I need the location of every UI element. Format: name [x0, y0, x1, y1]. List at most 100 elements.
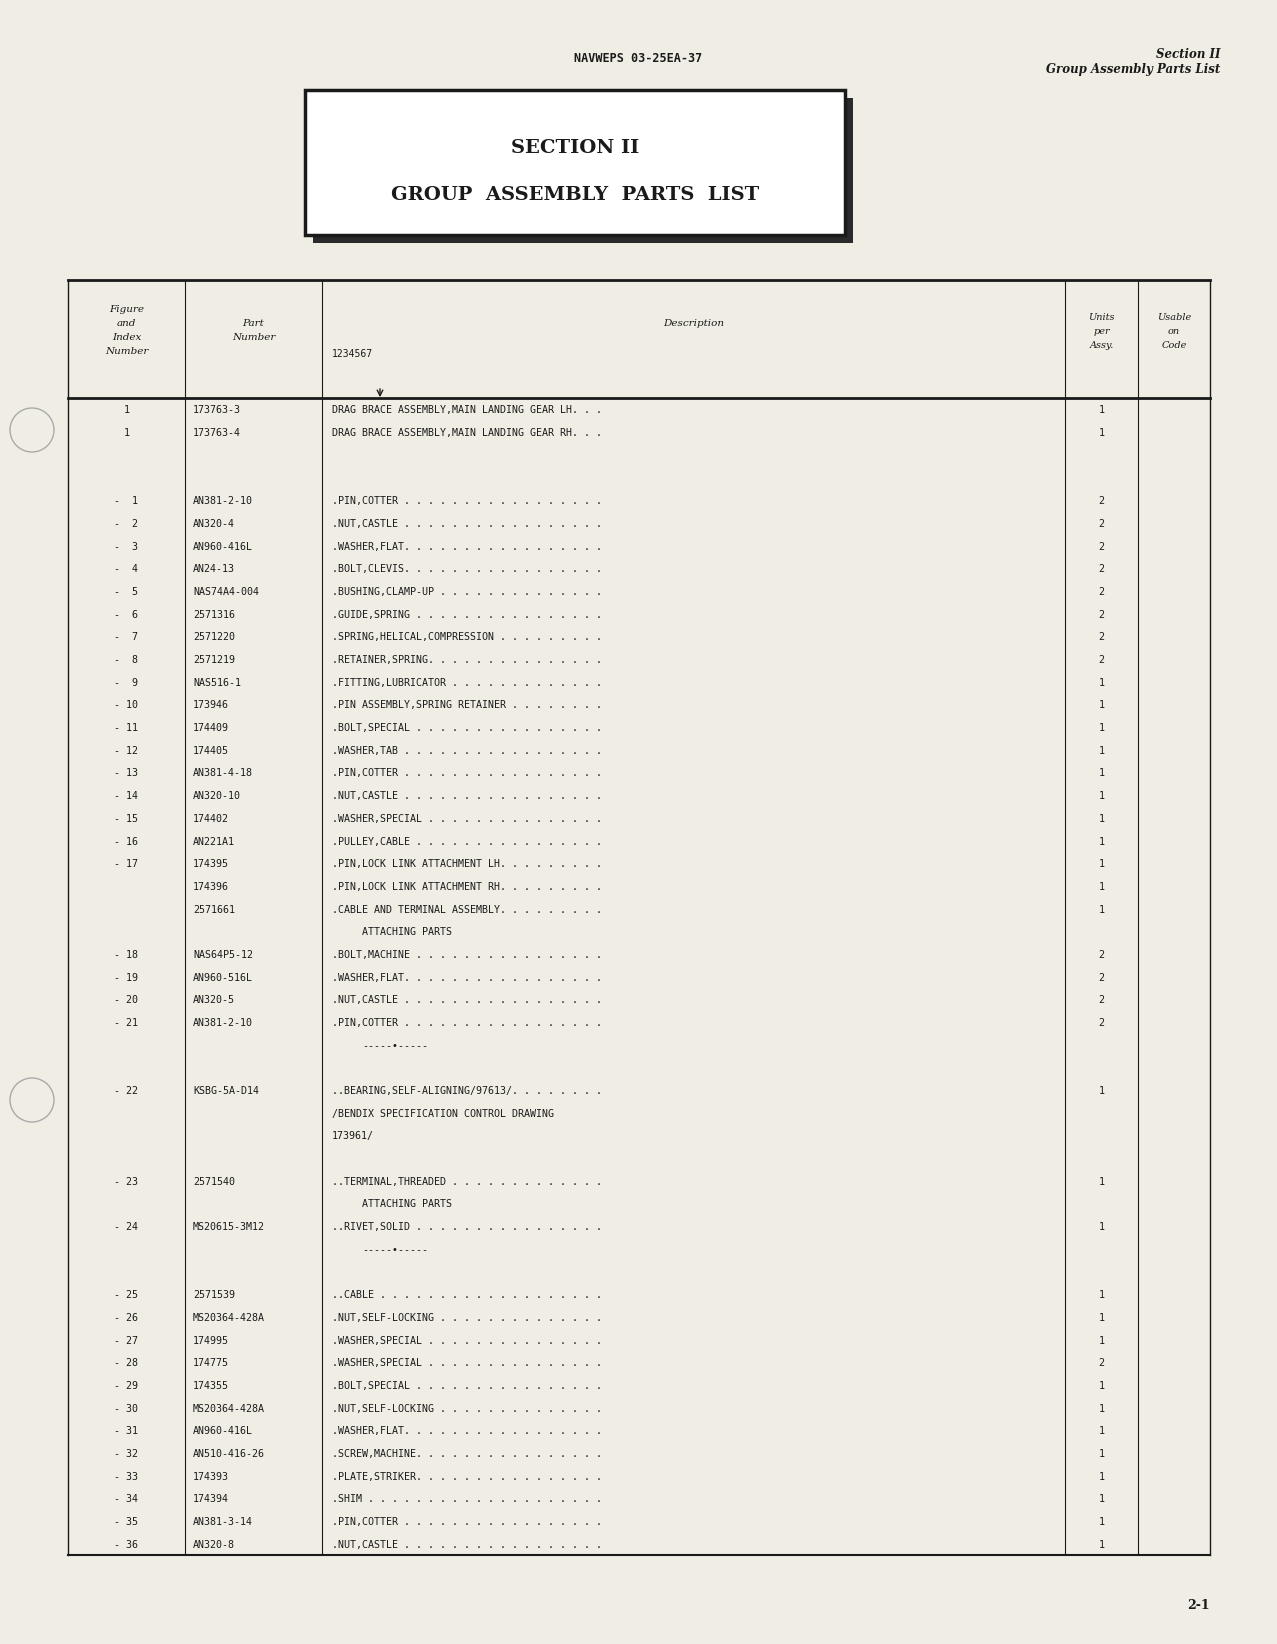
Text: 2: 2 — [1098, 1018, 1105, 1028]
Text: .NUT,SELF-LOCKING . . . . . . . . . . . . . .: .NUT,SELF-LOCKING . . . . . . . . . . . … — [332, 1404, 601, 1414]
Text: 2: 2 — [1098, 633, 1105, 643]
Text: 1: 1 — [1098, 677, 1105, 687]
Text: .PULLEY,CABLE . . . . . . . . . . . . . . . .: .PULLEY,CABLE . . . . . . . . . . . . . … — [332, 837, 601, 847]
Text: 1: 1 — [1098, 860, 1105, 870]
Text: GROUP  ASSEMBLY  PARTS  LIST: GROUP ASSEMBLY PARTS LIST — [391, 186, 759, 204]
Text: 2: 2 — [1098, 610, 1105, 620]
Text: 173961/: 173961/ — [332, 1131, 374, 1141]
Text: DRAG BRACE ASSEMBLY,MAIN LANDING GEAR LH. . .: DRAG BRACE ASSEMBLY,MAIN LANDING GEAR LH… — [332, 406, 601, 416]
Text: NAVWEPS 03-25EA-37: NAVWEPS 03-25EA-37 — [573, 53, 702, 66]
Text: ATTACHING PARTS: ATTACHING PARTS — [361, 927, 452, 937]
Circle shape — [10, 408, 54, 452]
Text: -  6: - 6 — [115, 610, 138, 620]
Text: 1: 1 — [1098, 904, 1105, 914]
Text: 2: 2 — [1098, 1358, 1105, 1368]
Text: AN221A1: AN221A1 — [193, 837, 235, 847]
Text: NAS74A4-004: NAS74A4-004 — [193, 587, 259, 597]
Text: - 11: - 11 — [115, 723, 138, 733]
Text: - 22: - 22 — [115, 1087, 138, 1097]
Text: 1: 1 — [124, 406, 129, 416]
Text: - 29: - 29 — [115, 1381, 138, 1391]
Text: KSBG-5A-D14: KSBG-5A-D14 — [193, 1087, 259, 1097]
Text: - 26: - 26 — [115, 1314, 138, 1323]
Text: .GUIDE,SPRING . . . . . . . . . . . . . . . .: .GUIDE,SPRING . . . . . . . . . . . . . … — [332, 610, 601, 620]
Text: AN960-416L: AN960-416L — [193, 541, 253, 552]
Text: -----•-----: -----•----- — [361, 1245, 428, 1254]
Text: .NUT,CASTLE . . . . . . . . . . . . . . . . .: .NUT,CASTLE . . . . . . . . . . . . . . … — [332, 520, 601, 529]
Text: AN960-416L: AN960-416L — [193, 1427, 253, 1437]
Text: 173946: 173946 — [193, 700, 229, 710]
Text: - 31: - 31 — [115, 1427, 138, 1437]
Text: - 24: - 24 — [115, 1221, 138, 1233]
Text: .WASHER,FLAT. . . . . . . . . . . . . . . . .: .WASHER,FLAT. . . . . . . . . . . . . . … — [332, 541, 601, 552]
Text: 1234567: 1234567 — [332, 349, 373, 358]
Text: Group Assembly Parts List: Group Assembly Parts List — [1046, 62, 1220, 76]
Text: - 28: - 28 — [115, 1358, 138, 1368]
Text: - 20: - 20 — [115, 995, 138, 1006]
Text: .WASHER,SPECIAL . . . . . . . . . . . . . . .: .WASHER,SPECIAL . . . . . . . . . . . . … — [332, 814, 601, 824]
Text: .SCREW,MACHINE. . . . . . . . . . . . . . . .: .SCREW,MACHINE. . . . . . . . . . . . . … — [332, 1448, 601, 1458]
Text: .CABLE AND TERMINAL ASSEMBLY. . . . . . . . .: .CABLE AND TERMINAL ASSEMBLY. . . . . . … — [332, 904, 601, 914]
Text: 1: 1 — [1098, 814, 1105, 824]
Text: MS20615-3M12: MS20615-3M12 — [193, 1221, 266, 1233]
Text: .RETAINER,SPRING. . . . . . . . . . . . . . .: .RETAINER,SPRING. . . . . . . . . . . . … — [332, 654, 601, 666]
Text: 174402: 174402 — [193, 814, 229, 824]
Text: 174396: 174396 — [193, 881, 229, 893]
Text: Figure: Figure — [109, 306, 144, 314]
Text: .WASHER,FLAT. . . . . . . . . . . . . . . . .: .WASHER,FLAT. . . . . . . . . . . . . . … — [332, 973, 601, 983]
Text: 1: 1 — [1098, 406, 1105, 416]
Text: 2571539: 2571539 — [193, 1291, 235, 1300]
Text: 2-1: 2-1 — [1188, 1598, 1211, 1611]
Text: Usable: Usable — [1157, 314, 1191, 322]
Text: .BOLT,SPECIAL . . . . . . . . . . . . . . . .: .BOLT,SPECIAL . . . . . . . . . . . . . … — [332, 1381, 601, 1391]
Text: on: on — [1168, 327, 1180, 337]
Text: -  4: - 4 — [115, 564, 138, 574]
Text: 1: 1 — [1098, 1335, 1105, 1346]
Bar — [313, 99, 853, 243]
Text: - 32: - 32 — [115, 1448, 138, 1458]
Text: 174775: 174775 — [193, 1358, 229, 1368]
Text: - 34: - 34 — [115, 1494, 138, 1504]
Text: .SPRING,HELICAL,COMPRESSION . . . . . . . . .: .SPRING,HELICAL,COMPRESSION . . . . . . … — [332, 633, 601, 643]
Text: .SHIM . . . . . . . . . . . . . . . . . . . .: .SHIM . . . . . . . . . . . . . . . . . … — [332, 1494, 601, 1504]
Text: Description: Description — [663, 319, 724, 329]
Text: 1: 1 — [1098, 1494, 1105, 1504]
Bar — [305, 90, 845, 235]
Text: 1: 1 — [1098, 1177, 1105, 1187]
Text: .PIN,COTTER . . . . . . . . . . . . . . . . .: .PIN,COTTER . . . . . . . . . . . . . . … — [332, 496, 601, 506]
Text: - 21: - 21 — [115, 1018, 138, 1028]
Text: AN320-4: AN320-4 — [193, 520, 235, 529]
Text: - 30: - 30 — [115, 1404, 138, 1414]
Text: 173763-3: 173763-3 — [193, 406, 241, 416]
Text: 174995: 174995 — [193, 1335, 229, 1346]
Text: .BOLT,SPECIAL . . . . . . . . . . . . . . . .: .BOLT,SPECIAL . . . . . . . . . . . . . … — [332, 723, 601, 733]
Text: 1: 1 — [1098, 1314, 1105, 1323]
Text: .WASHER,SPECIAL . . . . . . . . . . . . . . .: .WASHER,SPECIAL . . . . . . . . . . . . … — [332, 1358, 601, 1368]
Text: 1: 1 — [1098, 427, 1105, 439]
Text: ..RIVET,SOLID . . . . . . . . . . . . . . . .: ..RIVET,SOLID . . . . . . . . . . . . . … — [332, 1221, 601, 1233]
Text: .WASHER,TAB . . . . . . . . . . . . . . . . .: .WASHER,TAB . . . . . . . . . . . . . . … — [332, 746, 601, 756]
Text: 1: 1 — [1098, 1087, 1105, 1097]
Text: .PIN,LOCK LINK ATTACHMENT LH. . . . . . . . .: .PIN,LOCK LINK ATTACHMENT LH. . . . . . … — [332, 860, 601, 870]
Text: - 27: - 27 — [115, 1335, 138, 1346]
Text: 2: 2 — [1098, 995, 1105, 1006]
Text: 2571661: 2571661 — [193, 904, 235, 914]
Text: 2: 2 — [1098, 973, 1105, 983]
Text: AN24-13: AN24-13 — [193, 564, 235, 574]
Text: /BENDIX SPECIFICATION CONTROL DRAWING: /BENDIX SPECIFICATION CONTROL DRAWING — [332, 1108, 554, 1120]
Text: Number: Number — [232, 334, 275, 342]
Text: 1: 1 — [1098, 768, 1105, 779]
Text: 2: 2 — [1098, 654, 1105, 666]
Text: DRAG BRACE ASSEMBLY,MAIN LANDING GEAR RH. . .: DRAG BRACE ASSEMBLY,MAIN LANDING GEAR RH… — [332, 427, 601, 439]
Text: 1: 1 — [1098, 723, 1105, 733]
Text: 1: 1 — [1098, 1540, 1105, 1550]
Text: -  3: - 3 — [115, 541, 138, 552]
Text: 174393: 174393 — [193, 1471, 229, 1481]
Text: MS20364-428A: MS20364-428A — [193, 1404, 266, 1414]
Text: -  9: - 9 — [115, 677, 138, 687]
Text: .PIN,LOCK LINK ATTACHMENT RH. . . . . . . . .: .PIN,LOCK LINK ATTACHMENT RH. . . . . . … — [332, 881, 601, 893]
Text: Part: Part — [243, 319, 264, 329]
Text: - 18: - 18 — [115, 950, 138, 960]
Text: Units: Units — [1088, 314, 1115, 322]
Text: AN320-5: AN320-5 — [193, 995, 235, 1006]
